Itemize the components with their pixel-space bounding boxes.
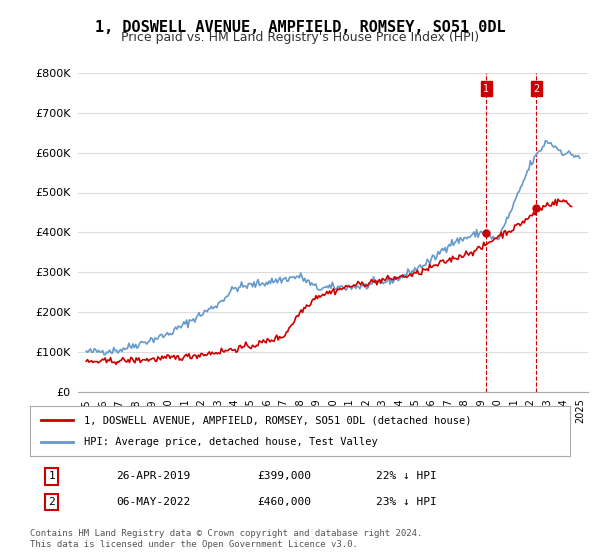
Text: 06-MAY-2022: 06-MAY-2022	[116, 497, 191, 507]
Text: £460,000: £460,000	[257, 497, 311, 507]
Text: 1, DOSWELL AVENUE, AMPFIELD, ROMSEY, SO51 0DL: 1, DOSWELL AVENUE, AMPFIELD, ROMSEY, SO5…	[95, 20, 505, 35]
Text: 22% ↓ HPI: 22% ↓ HPI	[376, 471, 436, 481]
Text: 2: 2	[48, 497, 55, 507]
Text: £399,000: £399,000	[257, 471, 311, 481]
Text: Price paid vs. HM Land Registry's House Price Index (HPI): Price paid vs. HM Land Registry's House …	[121, 31, 479, 44]
Text: 1, DOSWELL AVENUE, AMPFIELD, ROMSEY, SO51 0DL (detached house): 1, DOSWELL AVENUE, AMPFIELD, ROMSEY, SO5…	[84, 415, 472, 425]
Text: 1: 1	[48, 471, 55, 481]
Text: HPI: Average price, detached house, Test Valley: HPI: Average price, detached house, Test…	[84, 437, 378, 447]
Text: 23% ↓ HPI: 23% ↓ HPI	[376, 497, 436, 507]
Text: 26-APR-2019: 26-APR-2019	[116, 471, 191, 481]
Text: Contains HM Land Registry data © Crown copyright and database right 2024.
This d: Contains HM Land Registry data © Crown c…	[30, 529, 422, 549]
Text: 1: 1	[483, 84, 490, 94]
Text: 2: 2	[533, 84, 539, 94]
